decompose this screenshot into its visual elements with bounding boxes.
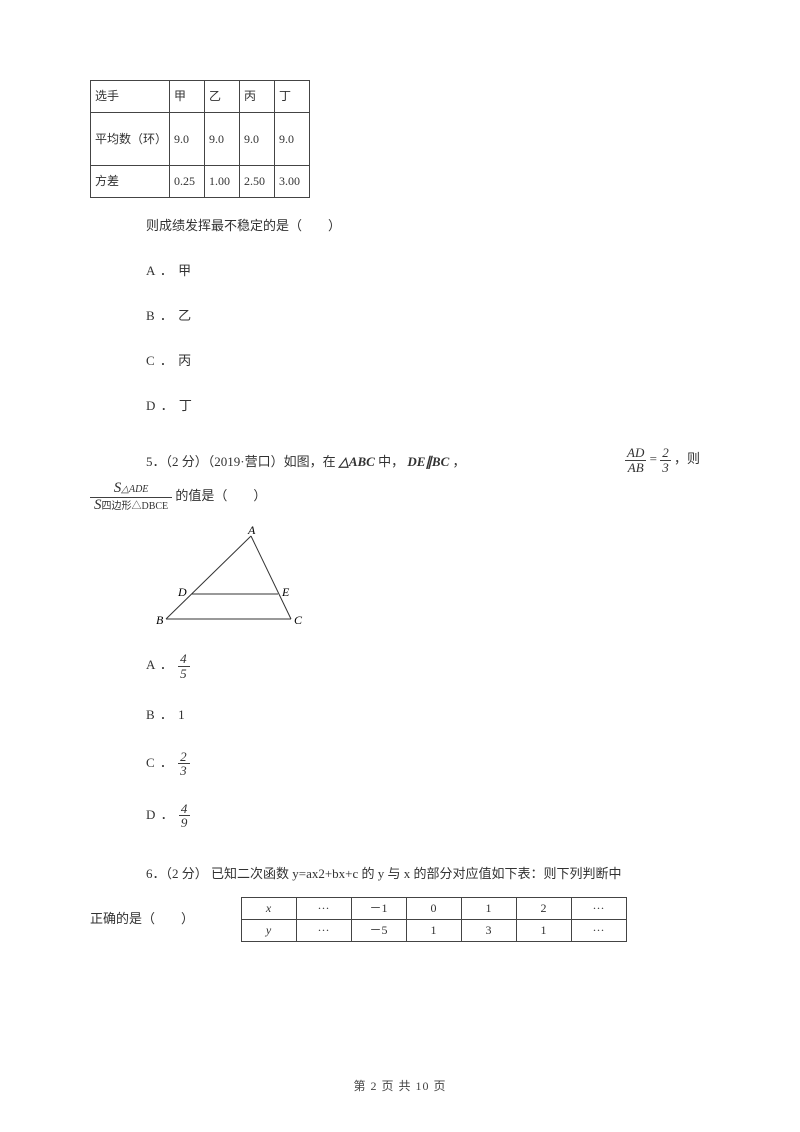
y2: 1 xyxy=(406,920,461,942)
x5: ··· xyxy=(571,897,626,919)
triangle-figure: A B C D E xyxy=(146,524,710,641)
q5-c-den: 3 xyxy=(178,764,190,778)
q5-ab: AB xyxy=(625,461,646,475)
y5: ··· xyxy=(571,920,626,942)
q5-a-pre: A ． xyxy=(146,658,178,673)
q5-prefix: 5．（2 分）（2019·营口）如图，在 xyxy=(146,454,339,469)
x2: 0 xyxy=(406,897,461,919)
x4: 2 xyxy=(516,897,571,919)
th-yi: 乙 xyxy=(205,81,240,113)
q5-c-pre: C ． xyxy=(146,755,178,770)
q4-opt-a: A ． 甲 xyxy=(146,261,710,282)
row-mean-label: 平均数（环） xyxy=(91,113,170,166)
q5-a-den: 5 xyxy=(178,667,190,681)
q5-line2: S△ADE S四边形△DBCE 的值是（ ） xyxy=(90,481,710,514)
q5-c-num: 2 xyxy=(178,750,190,765)
q5-ad: AD xyxy=(625,446,646,461)
q5-opt-b: B ． 1 xyxy=(146,705,710,726)
row-var-label: 方差 xyxy=(91,166,170,198)
q5-opt-d: D ． 49 xyxy=(146,802,710,830)
var-bing: 2.50 xyxy=(240,166,275,198)
var-yi: 1.00 xyxy=(205,166,240,198)
q4-stem-tail: 则成绩发挥最不稳定的是（ ） xyxy=(146,216,710,237)
q5-opt-c: C ． 23 xyxy=(146,750,710,778)
q6-line2-pre: 正确的是（ ） xyxy=(90,909,194,930)
y0: ··· xyxy=(296,920,351,942)
fig-label-d: D xyxy=(177,585,187,599)
q5-rd: 3 xyxy=(660,461,671,475)
q5-num-sub: △ADE xyxy=(121,484,148,495)
fig-label-b: B xyxy=(156,613,164,627)
y3: 3 xyxy=(461,920,516,942)
fig-label-c: C xyxy=(294,613,303,627)
q6-line2-row: 正确的是（ ） x ··· －1 0 1 2 ··· y ··· －5 1 3 … xyxy=(90,897,710,942)
q5-d-pre: D ． xyxy=(146,807,179,822)
mean-yi: 9.0 xyxy=(205,113,240,166)
th-jia: 甲 xyxy=(170,81,205,113)
y1: －5 xyxy=(351,920,406,942)
q5-line1: 5．（2 分）（2019·营口）如图，在 △ABC 中， DE∥BC ， AD … xyxy=(146,452,710,473)
q5-opt-a: A ． 45 xyxy=(146,652,710,680)
fig-label-a: A xyxy=(247,524,256,537)
q5-comma: ， xyxy=(453,454,466,469)
mean-ding: 9.0 xyxy=(275,113,310,166)
y4: 1 xyxy=(516,920,571,942)
page-footer: 第 2 页 共 10 页 xyxy=(0,1077,800,1096)
mean-jia: 9.0 xyxy=(170,113,205,166)
q6-line1: 6．（2 分） 已知二次函数 y=ax2+bx+c 的 y 与 x 的部分对应值… xyxy=(146,864,710,885)
x1: －1 xyxy=(351,897,406,919)
th-xuan: 选手 xyxy=(91,81,170,113)
mean-bing: 9.0 xyxy=(240,113,275,166)
stats-table: 选手 甲 乙 丙 丁 平均数（环） 9.0 9.0 9.0 9.0 方差 0.2… xyxy=(90,80,310,198)
var-ding: 3.00 xyxy=(275,166,310,198)
xy-x-label: x xyxy=(241,897,296,919)
q5-ratio: AD AB = 2 3 ，则 xyxy=(625,446,700,474)
x3: 1 xyxy=(461,897,516,919)
q5-tail: 的值是（ ） xyxy=(175,488,266,503)
q5-mid: 中， xyxy=(378,454,407,469)
q5-d-den: 9 xyxy=(179,816,191,830)
x0: ··· xyxy=(296,897,351,919)
q5-rn: 2 xyxy=(660,446,671,461)
q5-triangle-abc: △ABC xyxy=(339,454,375,469)
q5-den-sub: 四边形△DBCE xyxy=(102,501,169,512)
q4-opt-d: D ． 丁 xyxy=(146,396,710,417)
th-ding: 丁 xyxy=(275,81,310,113)
fig-label-e: E xyxy=(281,585,290,599)
q5-tail-ze: ，则 xyxy=(674,451,700,466)
th-bing: 丙 xyxy=(240,81,275,113)
q4-opt-b: B ． 乙 xyxy=(146,306,710,327)
var-jia: 0.25 xyxy=(170,166,205,198)
q5-den-s: S xyxy=(94,497,102,513)
xy-table: x ··· －1 0 1 2 ··· y ··· －5 1 3 1 ··· xyxy=(241,897,627,942)
q4-opt-c: C ． 丙 xyxy=(146,351,710,372)
xy-y-label: y xyxy=(241,920,296,942)
q5-d-num: 4 xyxy=(179,802,191,817)
q5-debc: DE∥BC xyxy=(407,454,449,469)
q5-a-num: 4 xyxy=(178,652,190,667)
